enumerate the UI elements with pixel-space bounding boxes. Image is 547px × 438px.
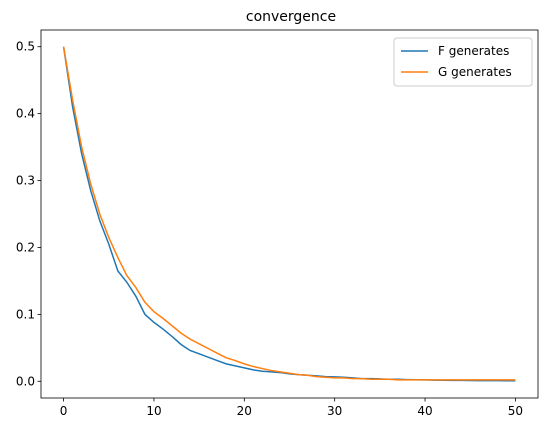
chart-title: convergence: [246, 9, 336, 25]
legend-label: F generates: [438, 44, 509, 58]
x-tick-label: 0: [60, 404, 68, 418]
x-tick-label: 30: [327, 404, 342, 418]
x-tick-label: 50: [508, 404, 523, 418]
data-line: [62, 46, 516, 382]
y-tick-label: 0.4: [16, 107, 35, 121]
legend-label: G generates: [438, 65, 512, 79]
x-tick-label: 40: [417, 404, 432, 418]
x-tick-label: 20: [237, 404, 252, 418]
y-tick-label: 0.2: [16, 240, 35, 254]
y-tick-label: 0.1: [16, 307, 35, 321]
y-tick-label: 0.0: [16, 374, 35, 388]
plot-frame: [40, 29, 539, 399]
legend-box: [393, 37, 533, 87]
y-tick-label: 0.3: [16, 174, 35, 188]
y-tick-label: 0.5: [16, 40, 35, 54]
x-tick-label: 10: [146, 404, 161, 418]
data-line: [62, 46, 516, 381]
